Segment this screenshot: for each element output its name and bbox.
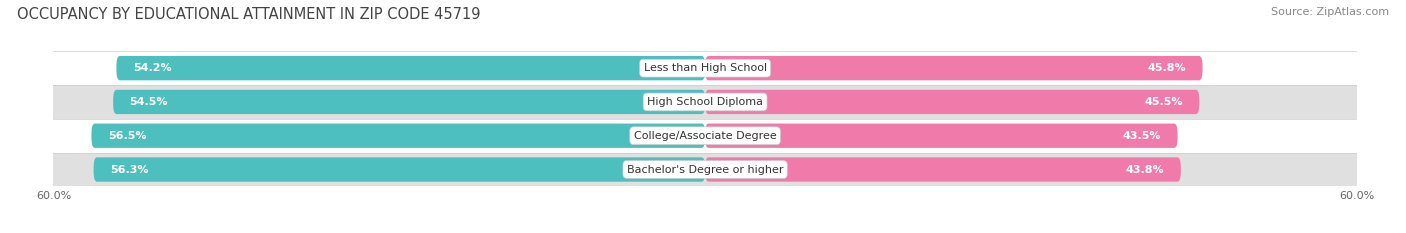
Text: 54.2%: 54.2% [132, 63, 172, 73]
Text: 56.3%: 56.3% [110, 164, 149, 175]
FancyBboxPatch shape [706, 123, 1178, 148]
FancyBboxPatch shape [53, 51, 1357, 85]
Text: College/Associate Degree: College/Associate Degree [634, 131, 776, 141]
Text: High School Diploma: High School Diploma [647, 97, 763, 107]
Text: 45.5%: 45.5% [1144, 97, 1182, 107]
Text: 56.5%: 56.5% [108, 131, 146, 141]
Text: Bachelor's Degree or higher: Bachelor's Degree or higher [627, 164, 783, 175]
FancyBboxPatch shape [117, 56, 706, 80]
Text: 45.8%: 45.8% [1147, 63, 1187, 73]
FancyBboxPatch shape [706, 56, 1202, 80]
FancyBboxPatch shape [706, 90, 1199, 114]
Text: 43.8%: 43.8% [1126, 164, 1164, 175]
Text: OCCUPANCY BY EDUCATIONAL ATTAINMENT IN ZIP CODE 45719: OCCUPANCY BY EDUCATIONAL ATTAINMENT IN Z… [17, 7, 481, 22]
FancyBboxPatch shape [53, 119, 1357, 153]
Text: 43.5%: 43.5% [1123, 131, 1161, 141]
FancyBboxPatch shape [53, 85, 1357, 119]
FancyBboxPatch shape [706, 157, 1181, 182]
FancyBboxPatch shape [91, 123, 706, 148]
FancyBboxPatch shape [112, 90, 706, 114]
FancyBboxPatch shape [53, 153, 1357, 186]
Text: 54.5%: 54.5% [129, 97, 167, 107]
Text: Less than High School: Less than High School [644, 63, 766, 73]
FancyBboxPatch shape [94, 157, 706, 182]
Text: Source: ZipAtlas.com: Source: ZipAtlas.com [1271, 7, 1389, 17]
